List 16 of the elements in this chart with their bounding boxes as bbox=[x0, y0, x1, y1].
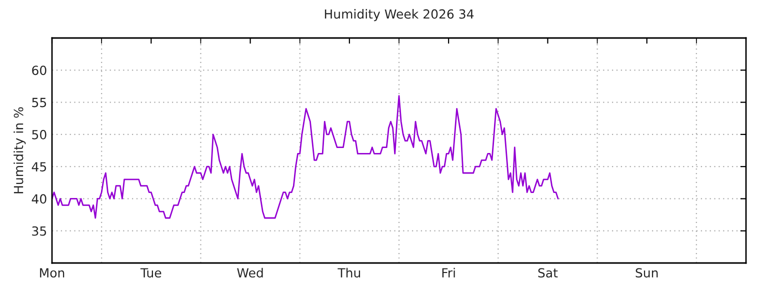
chart-title: Humidity Week 2026 34 bbox=[324, 9, 474, 22]
y-tick-label: 45 bbox=[32, 162, 46, 172]
x-tick-label: Wed bbox=[237, 268, 263, 278]
y-axis-title: Humidity in % bbox=[14, 107, 26, 194]
x-tick-label: Sun bbox=[636, 268, 658, 278]
line-series bbox=[52, 95, 559, 219]
y-tick-label: 55 bbox=[32, 98, 46, 108]
y-tick-label: 50 bbox=[32, 130, 46, 140]
x-tick-label: Fri bbox=[442, 268, 455, 278]
x-tick-label: Sat bbox=[538, 268, 558, 278]
x-tick-label: Tue bbox=[140, 268, 162, 278]
x-tick-label: Thu bbox=[338, 268, 360, 278]
y-tick-label: 35 bbox=[32, 226, 46, 236]
y-tick-label: 40 bbox=[32, 194, 46, 204]
x-tick-label: Mon bbox=[40, 268, 64, 278]
y-tick-label: 60 bbox=[32, 66, 46, 76]
